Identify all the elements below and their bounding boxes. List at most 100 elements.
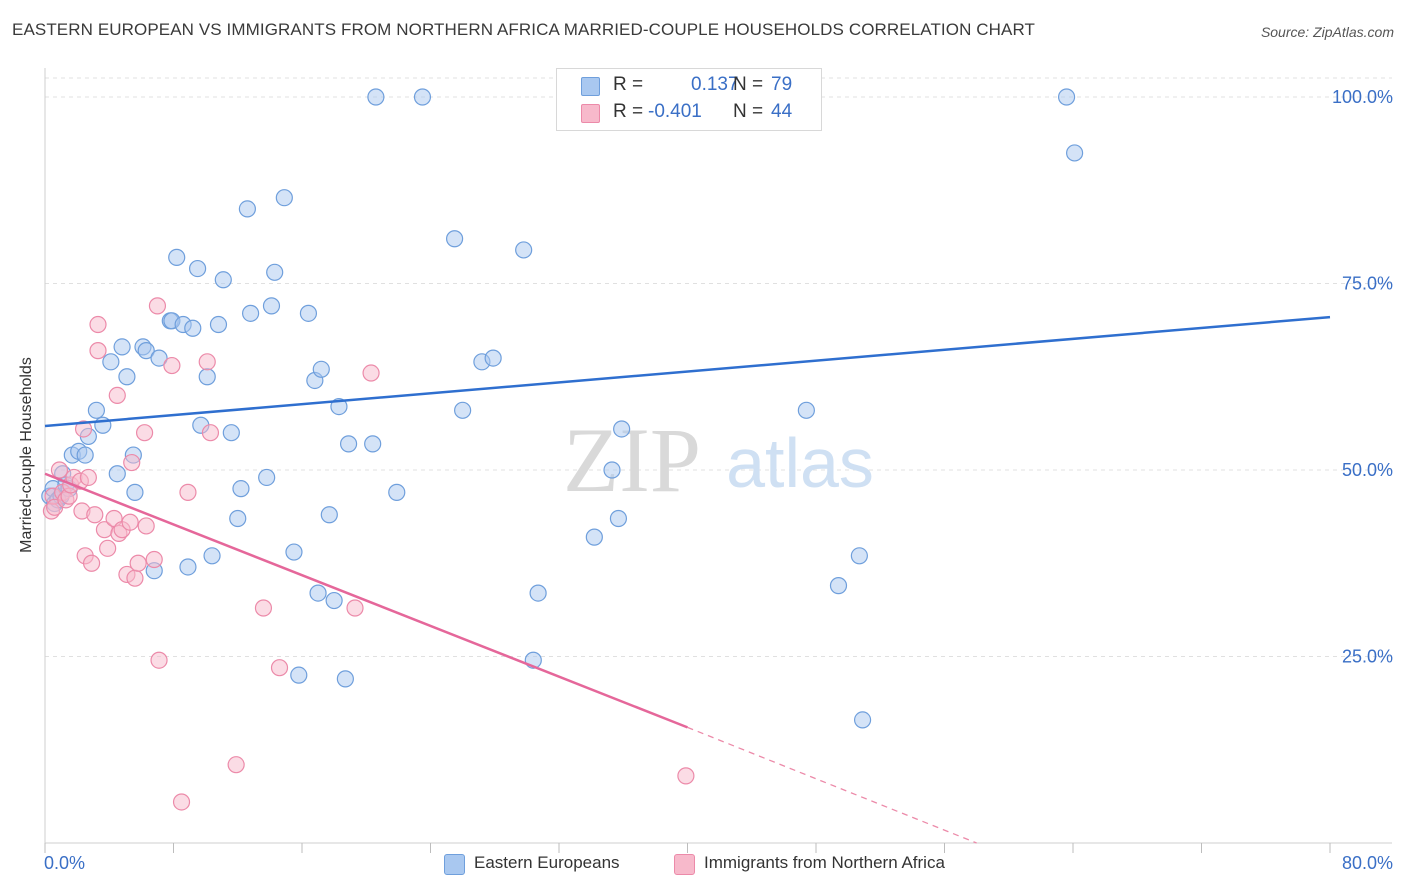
data-point-immigrant-northern-africa: [137, 517, 155, 535]
data-point-eastern-european: [853, 711, 872, 729]
data-point-eastern-european: [150, 349, 168, 367]
data-point-immigrant-northern-africa: [677, 767, 695, 785]
data-point-immigrant-northern-africa: [50, 461, 69, 479]
data-point-eastern-european: [829, 577, 848, 595]
data-point-eastern-european: [797, 401, 815, 419]
data-point-immigrant-northern-africa: [89, 315, 107, 334]
data-point-eastern-european: [258, 468, 276, 487]
data-point-eastern-european: [222, 424, 240, 442]
data-point-eastern-european: [388, 483, 406, 501]
data-point-eastern-european: [266, 263, 284, 281]
data-point-eastern-european: [290, 666, 308, 684]
data-point-eastern-european: [262, 297, 281, 315]
trend-line-extension-immigrants-northern-africa: [687, 726, 977, 844]
data-point-eastern-european: [1057, 88, 1076, 106]
data-point-eastern-european: [188, 259, 207, 278]
data-point-immigrant-northern-africa: [89, 342, 107, 360]
data-point-eastern-european: [309, 584, 327, 602]
data-point-eastern-european: [299, 304, 318, 322]
data-point-immigrant-northern-africa: [74, 420, 93, 438]
data-point-immigrant-northern-africa: [346, 599, 364, 617]
data-point-eastern-european: [214, 271, 232, 289]
data-point-eastern-european: [609, 509, 628, 528]
legend-r-value: 0.137: [691, 74, 739, 95]
data-point-eastern-european: [454, 401, 472, 419]
data-point-immigrant-northern-africa: [172, 793, 191, 811]
data-point-immigrant-northern-africa: [82, 554, 101, 572]
data-point-immigrant-northern-africa: [145, 550, 163, 569]
data-point-eastern-european: [118, 368, 136, 386]
data-point-eastern-european: [184, 319, 202, 337]
data-point-eastern-european: [1066, 144, 1084, 162]
y-tick-label: 50.0%: [1342, 460, 1393, 480]
data-point-immigrant-northern-africa: [123, 453, 141, 472]
data-point-eastern-european: [126, 483, 144, 501]
data-point-eastern-european: [413, 88, 432, 106]
x-tick-label-max: 80.0%: [1342, 853, 1393, 873]
data-point-eastern-european: [336, 670, 354, 688]
data-point-eastern-european: [325, 591, 343, 610]
data-point-immigrant-northern-africa: [163, 356, 181, 375]
legend-n-value: 79: [771, 74, 793, 95]
data-point-immigrant-northern-africa: [148, 297, 167, 315]
data-point-eastern-european: [209, 315, 228, 334]
legend-label: Immigrants from Northern Africa: [704, 853, 945, 872]
data-point-immigrant-northern-africa: [150, 651, 168, 669]
legend-n-value: 44: [771, 101, 793, 122]
data-point-eastern-european: [76, 446, 94, 464]
y-tick-label: 25.0%: [1342, 647, 1393, 667]
data-point-immigrant-northern-africa: [129, 554, 147, 572]
data-point-immigrant-northern-africa: [270, 659, 289, 677]
data-point-immigrant-northern-africa: [86, 506, 104, 524]
trend-lines: [44, 315, 1331, 844]
legend-swatch-pink: [674, 854, 695, 875]
data-point-eastern-european: [198, 368, 216, 386]
data-point-eastern-european: [242, 304, 260, 322]
data-point-eastern-european: [515, 241, 533, 259]
legend-r-value: -0.401: [648, 101, 702, 122]
legend-swatch-blue: [581, 77, 600, 96]
legend-swatch-pink: [581, 104, 600, 123]
trend-line-immigrants-northern-africa: [44, 472, 688, 729]
source-credit: Source: ZipAtlas.com: [1260, 24, 1394, 40]
data-point-eastern-european: [137, 342, 155, 360]
legend-swatch-blue: [444, 854, 465, 875]
legend-n-label: N =: [733, 74, 764, 95]
data-point-eastern-european: [367, 88, 385, 106]
data-point-eastern-european: [232, 480, 250, 498]
data-point-eastern-european: [113, 338, 131, 356]
series-legend: Eastern Europeans Immigrants from Northe…: [0, 852, 1406, 878]
data-point-immigrant-northern-africa: [254, 599, 273, 617]
data-point-eastern-european: [320, 506, 338, 524]
correlation-legend: R = 0.137 N = 79 R = -0.401 N = 44: [556, 68, 822, 131]
legend-r-label: R =: [613, 74, 644, 95]
data-point-eastern-european: [603, 461, 621, 479]
data-point-immigrant-northern-africa: [126, 569, 144, 587]
data-point-eastern-european: [529, 584, 547, 602]
data-point-immigrant-northern-africa: [79, 468, 97, 487]
data-point-immigrant-northern-africa: [179, 483, 197, 501]
legend-n-label: N =: [733, 101, 764, 122]
data-point-eastern-european: [168, 248, 186, 266]
data-point-eastern-european: [87, 401, 106, 419]
data-point-immigrant-northern-africa: [121, 513, 139, 531]
data-point-eastern-european: [238, 200, 256, 218]
data-point-eastern-european: [203, 547, 221, 565]
data-point-eastern-european: [484, 349, 502, 367]
chart-title: EASTERN EUROPEAN VS IMMIGRANTS FROM NORT…: [12, 20, 1036, 39]
data-point-eastern-european: [585, 528, 603, 546]
data-point-immigrant-northern-africa: [362, 364, 380, 382]
axes: [44, 68, 1392, 853]
data-point-eastern-european: [339, 435, 358, 453]
data-point-eastern-european: [179, 558, 197, 576]
data-point-eastern-european: [613, 420, 631, 438]
data-point-eastern-european: [445, 230, 464, 248]
data-point-eastern-european: [850, 547, 868, 565]
tick-labels: 25.0% 50.0% 75.0% 100.0% 0.0% 80.0%: [44, 87, 1393, 873]
data-point-eastern-european: [364, 435, 382, 453]
data-point-immigrant-northern-africa: [227, 756, 245, 774]
data-point-eastern-european: [108, 465, 126, 483]
legend-r-label: R =: [613, 101, 644, 122]
x-tick-label-min: 0.0%: [44, 853, 85, 873]
y-tick-label: 100.0%: [1332, 87, 1393, 107]
